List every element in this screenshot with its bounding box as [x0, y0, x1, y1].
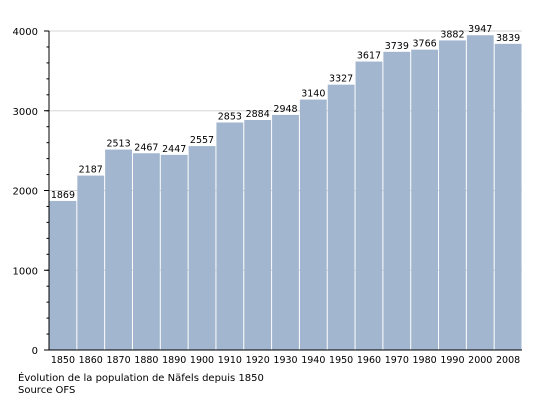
bar-1860: [77, 175, 105, 350]
bar-value-label: 3766: [413, 39, 437, 50]
bar-2008: [494, 43, 522, 350]
bar-value-label: 2884: [246, 109, 270, 120]
bar-value-label: 2557: [190, 135, 214, 146]
bar-value-label: 2187: [79, 165, 103, 176]
bar-1940: [299, 99, 327, 351]
x-tick-label: 1980: [413, 355, 437, 366]
bar-1930: [272, 114, 299, 350]
bar-1960: [355, 61, 383, 350]
bars: [49, 35, 522, 351]
y-tick-label: 3000: [13, 107, 38, 118]
bar-value-label: 3947: [468, 24, 492, 35]
bar-value-label: 2948: [273, 104, 297, 115]
bar-1880: [132, 153, 160, 350]
bar-1980: [411, 49, 439, 350]
bar-1920: [244, 120, 272, 350]
y-tick-label: 4000: [13, 27, 38, 38]
bar-value-label: 3839: [496, 33, 520, 44]
bar-value-label: 3327: [329, 74, 353, 85]
x-tick-label: 2008: [496, 355, 520, 366]
bar-value-label: 2467: [134, 142, 158, 153]
bar-value-label: 2513: [106, 139, 130, 150]
bar-1850: [49, 200, 77, 350]
x-tick-label: 1930: [273, 355, 297, 366]
bar-value-label: 3739: [385, 41, 409, 52]
bar-value-label: 3882: [440, 29, 464, 40]
x-tick-label: 1970: [385, 355, 409, 366]
bar-2000: [466, 35, 494, 351]
x-tick-label: 1900: [190, 355, 214, 366]
chart-caption-source: Source OFS: [18, 385, 76, 396]
bar-value-label: 3617: [357, 51, 381, 62]
bar-1970: [383, 51, 411, 350]
x-tick-label: 1850: [51, 355, 75, 366]
x-tick-label: 1860: [79, 355, 103, 366]
y-tick-label: 1000: [13, 266, 38, 277]
bar-1890: [160, 154, 188, 350]
bar-1870: [105, 149, 132, 350]
bar-1990: [439, 40, 466, 351]
bar-value-label: 2853: [218, 111, 242, 122]
axes: 0 1000 2000 3000 4000 1850 1860 1870 1880 1890 190…: [13, 27, 522, 366]
bar-1950: [327, 84, 355, 350]
x-tick-label: 1920: [246, 355, 270, 366]
y-tick-label: 2000: [13, 187, 38, 198]
bar-value-label: 1869: [51, 190, 75, 201]
x-tick-label: 1990: [440, 355, 464, 366]
x-tick-label: 1910: [218, 355, 242, 366]
bar-1900: [188, 146, 216, 350]
x-tick-label: 1880: [134, 355, 158, 366]
x-tick-label: 1890: [162, 355, 186, 366]
bar-value-label: 2447: [162, 144, 186, 155]
bar-1910: [216, 122, 244, 350]
x-tick-label: 1950: [329, 355, 353, 366]
bar-value-label: 3140: [301, 89, 325, 100]
y-tick-label: 0: [32, 346, 38, 357]
x-tick-label: 2000: [468, 355, 492, 366]
data-labels: 1869 2187 2513 2467 2447 2557 2853 2884 2948 3140…: [51, 24, 520, 201]
chart-caption-title: Évolution de la population de Näfels dep…: [18, 373, 264, 384]
x-tick-label: 1960: [357, 355, 381, 366]
x-tick-label: 1870: [106, 355, 130, 366]
x-tick-label: 1940: [301, 355, 325, 366]
